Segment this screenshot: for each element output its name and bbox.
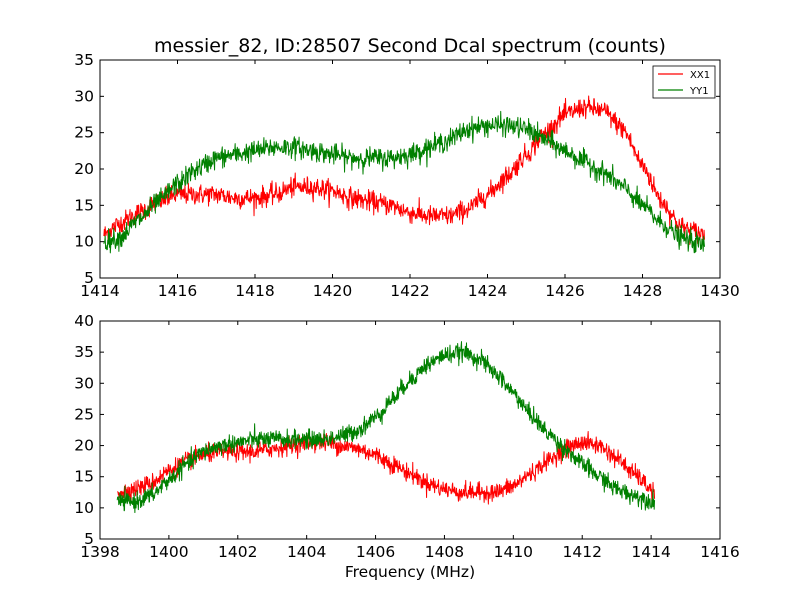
legend-label-yy1: YY1: [689, 86, 709, 97]
bottom-plot-area: [99, 320, 721, 540]
y-tick-label: 30: [74, 87, 94, 105]
y-tick-label: 25: [74, 124, 94, 142]
x-tick-label: 1404: [287, 543, 326, 561]
y-tick-label: 20: [74, 160, 94, 178]
legend-label-xx1: XX1: [690, 70, 710, 81]
x-tick-label: 1410: [494, 543, 533, 561]
y-tick-label: 25: [74, 405, 94, 423]
x-tick-label: 1406: [356, 543, 395, 561]
bottom-series-layer: [116, 341, 656, 514]
x-tick-label: 1416: [700, 543, 739, 561]
x-axis-label: Frequency (MHz): [345, 563, 475, 581]
x-tick-label: 1428: [623, 282, 662, 300]
y-tick-label: 15: [74, 196, 94, 214]
y-tick-label: 35: [74, 51, 94, 69]
legend-box: [652, 65, 716, 99]
x-tick-label: 1400: [149, 543, 188, 561]
x-tick-label: 1398: [80, 543, 119, 561]
series-line-yy1: [103, 110, 705, 254]
x-tick-label: 1408: [425, 543, 464, 561]
series-line-yy1: [116, 341, 656, 514]
chart-title: messier_82, ID:28507 Second Dcal spectru…: [154, 35, 666, 57]
y-tick-label: 10: [74, 233, 94, 251]
y-tick-label: 5: [84, 530, 94, 548]
top-spectrum-panel: 1414 1416 1418 1420 1422 1424 1426 1428 1430 5 10 1…: [74, 35, 739, 300]
y-tick-label: 15: [74, 468, 94, 486]
top-ticks-layer: 1414 1416 1418 1420 1422 1424 1426 1428 1430 5 10 1…: [74, 51, 739, 300]
x-tick-label: 1420: [313, 282, 352, 300]
x-tick-label: 1430: [700, 282, 739, 300]
y-tick-label: 5: [84, 269, 94, 287]
x-tick-label: 1416: [158, 282, 197, 300]
y-tick-label: 30: [74, 374, 94, 392]
x-tick-label: 1426: [545, 282, 584, 300]
y-tick-label: 35: [74, 343, 94, 361]
x-tick-label: 1414: [80, 282, 119, 300]
bottom-ticks-layer: 1398 1400 1402 1404 1406 1408 1410 1412 1414 1416…: [74, 312, 739, 561]
x-tick-label: 1402: [218, 543, 257, 561]
x-tick-label: 1414: [631, 543, 670, 561]
y-tick-label: 10: [74, 499, 94, 517]
x-tick-label: 1418: [235, 282, 274, 300]
bottom-spectrum-panel: 1398 1400 1402 1404 1406 1408 1410 1412 1414 1416…: [74, 312, 739, 581]
y-tick-label: 20: [74, 437, 94, 455]
series-line-xx1: [103, 95, 705, 245]
top-series-layer: [103, 95, 705, 254]
legend: XX1 YY1: [652, 65, 716, 99]
y-tick-label: 40: [74, 312, 94, 330]
x-tick-label: 1412: [562, 543, 601, 561]
top-plot-area: [99, 59, 721, 279]
x-tick-label: 1424: [468, 282, 507, 300]
x-tick-label: 1422: [390, 282, 429, 300]
